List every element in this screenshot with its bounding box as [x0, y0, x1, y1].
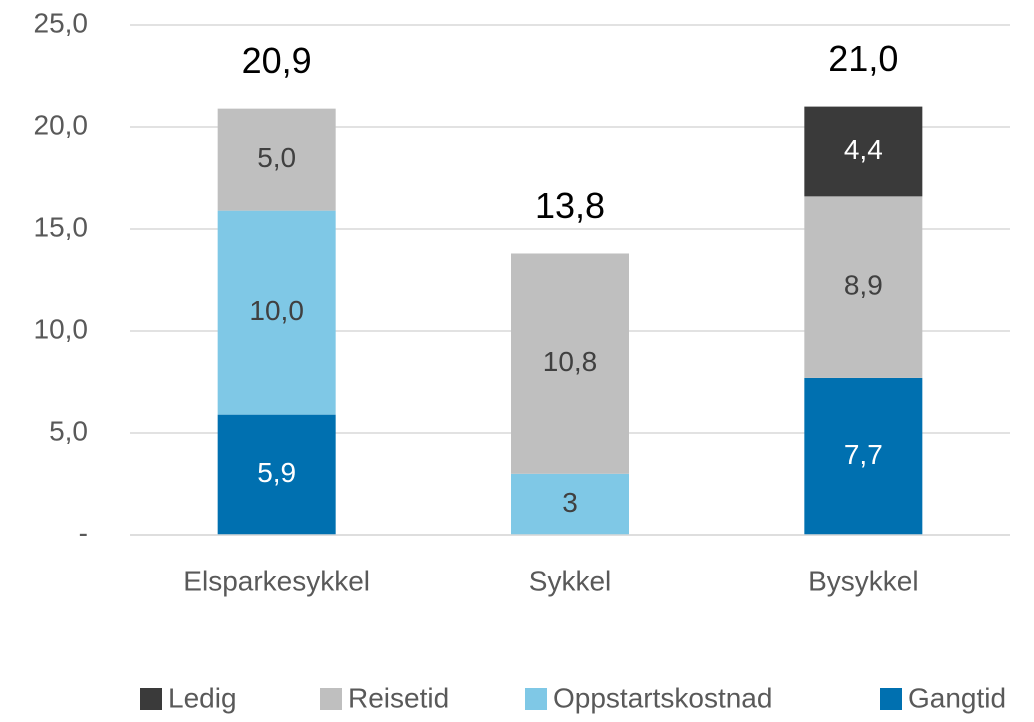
y-tick-label: 5,0: [49, 415, 88, 446]
bar-segment: [217, 210, 336, 415]
bar-segment: [217, 414, 336, 535]
value-label: 10,0: [249, 295, 304, 326]
value-label: 4,4: [844, 134, 883, 165]
total-label: 13,8: [535, 185, 605, 226]
bar-segment: [804, 106, 923, 197]
bar-segment: [804, 377, 923, 535]
value-label: 5,9: [257, 457, 296, 488]
legend-label: Oppstartskostnad: [553, 682, 772, 713]
legend-swatch: [320, 688, 342, 710]
y-tick-label: 20,0: [34, 109, 89, 140]
value-label: 5,0: [257, 142, 296, 173]
bar-segment: [217, 108, 336, 211]
x-tick-label: Bysykkel: [808, 565, 918, 596]
x-tick-label: Sykkel: [529, 565, 611, 596]
value-label: 8,9: [844, 270, 883, 301]
value-label: 10,8: [543, 346, 598, 377]
legend-swatch: [880, 688, 902, 710]
legend-label: Gangtid: [908, 682, 1006, 713]
y-tick-label: 15,0: [34, 211, 89, 242]
total-label: 21,0: [828, 38, 898, 79]
y-tick-label: -: [79, 517, 88, 548]
value-label: 7,7: [844, 439, 883, 470]
legend-label: Ledig: [168, 682, 237, 713]
x-tick-label: Elsparkesykkel: [183, 565, 370, 596]
bar-segment: [511, 253, 629, 474]
bar-segment: [804, 196, 923, 378]
y-tick-label: 25,0: [34, 7, 89, 38]
legend-label: Reisetid: [348, 682, 449, 713]
y-tick-label: 10,0: [34, 313, 89, 344]
total-label: 20,9: [242, 40, 312, 81]
legend-swatch: [140, 688, 162, 710]
legend-swatch: [525, 688, 547, 710]
bar-segment: [511, 473, 629, 535]
value-label: 3: [562, 487, 578, 518]
